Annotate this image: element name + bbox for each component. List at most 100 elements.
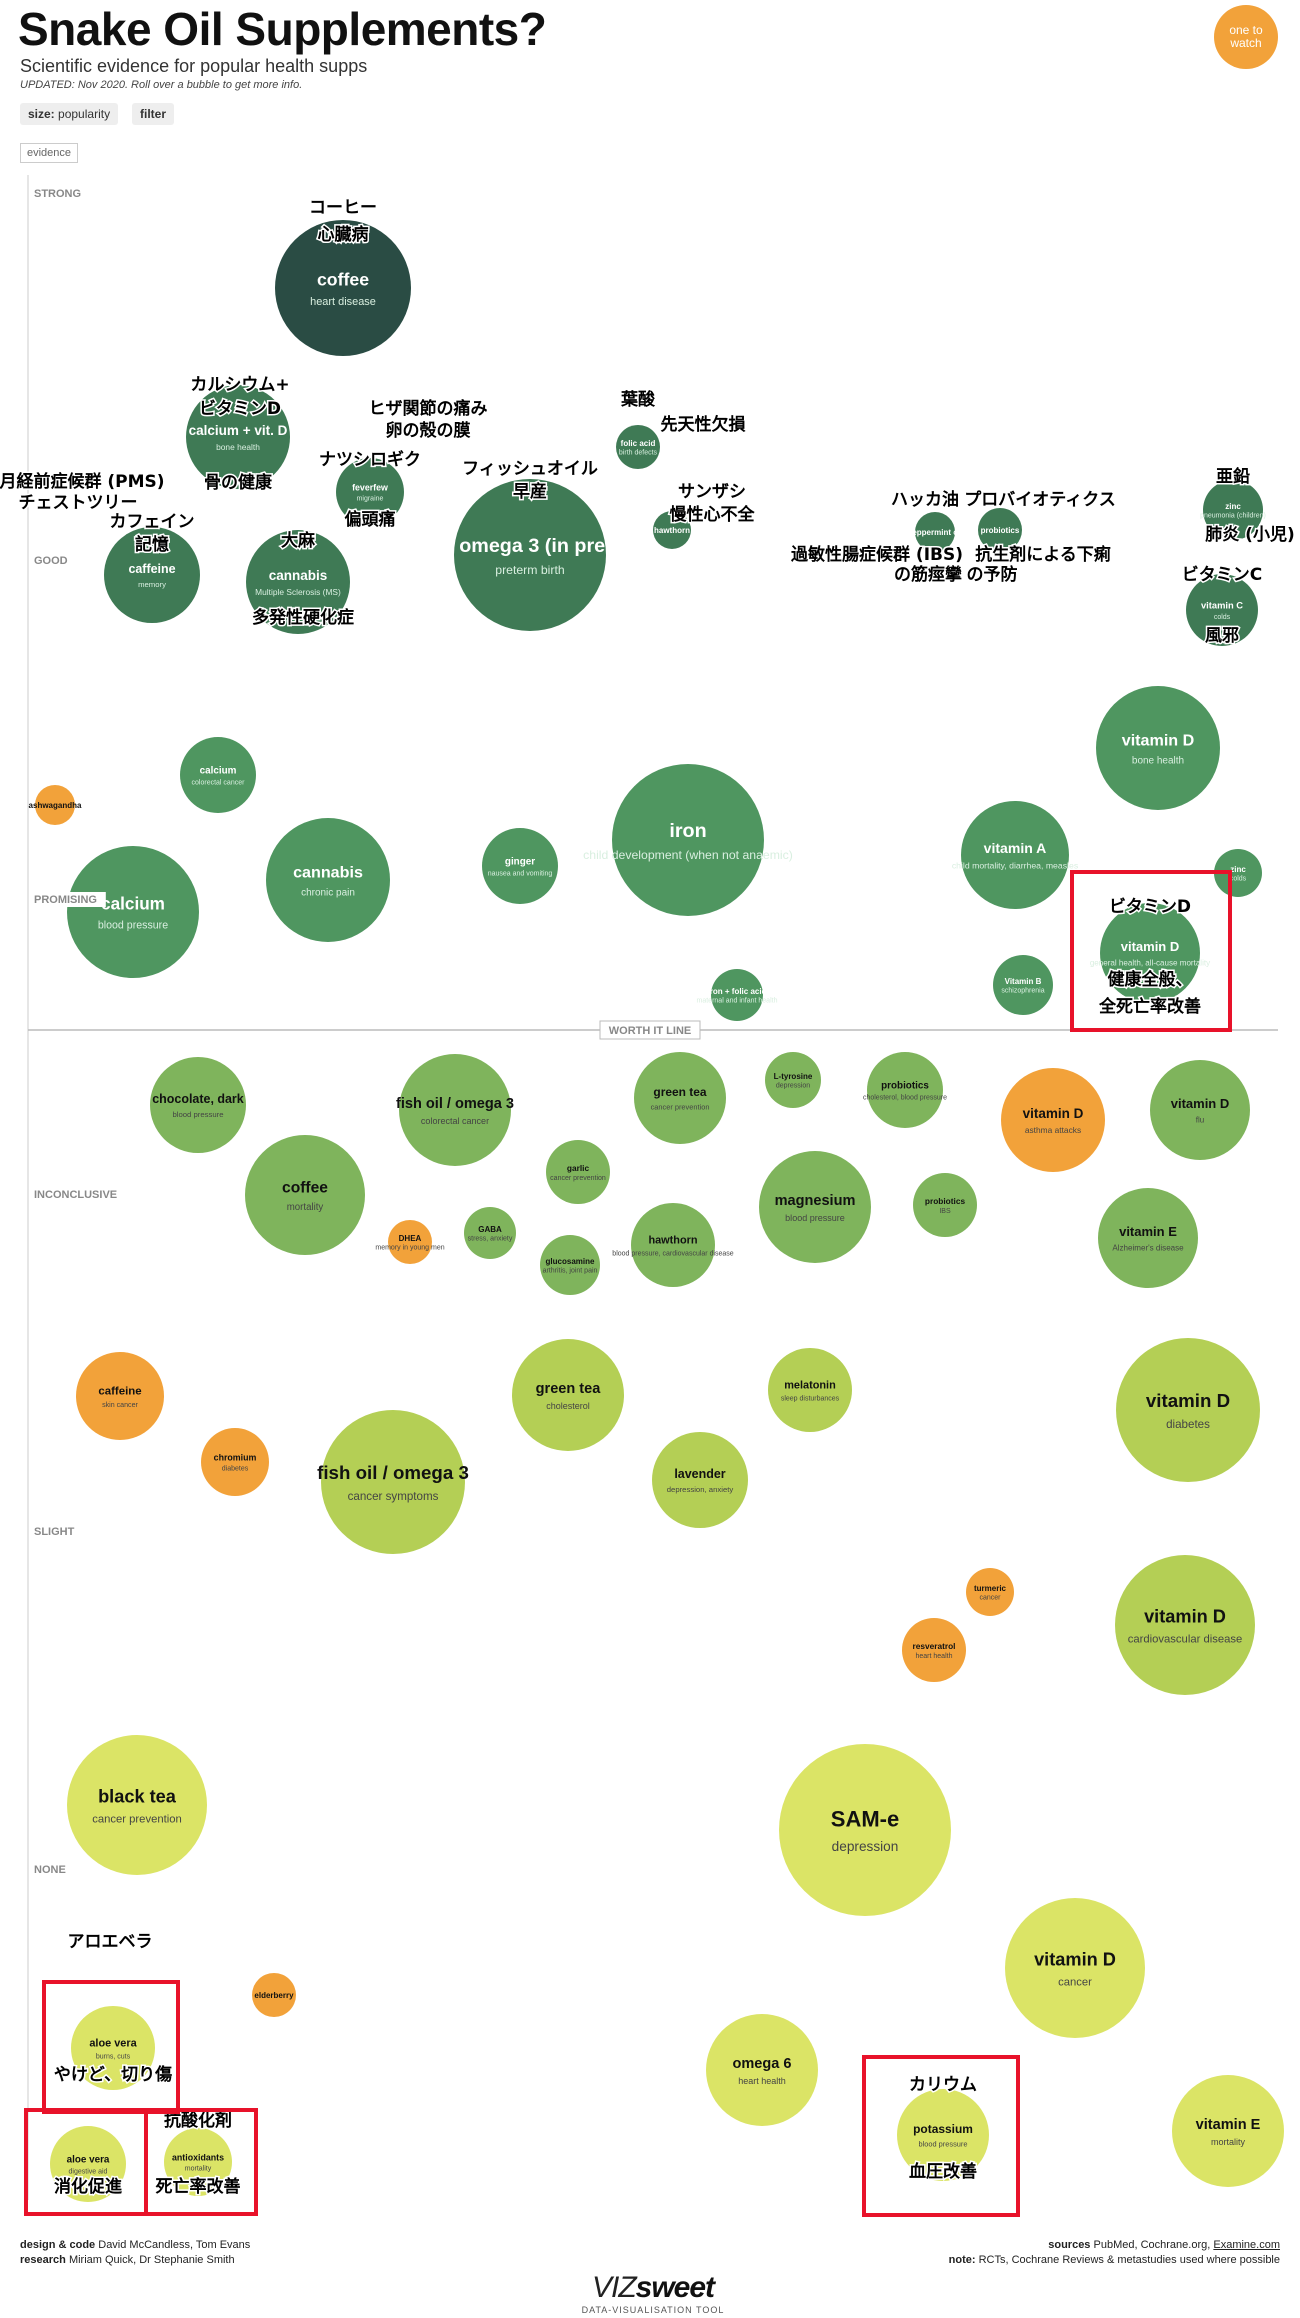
bubble-label: lavender <box>674 1467 725 1481</box>
bubble-zinc-colds[interactable]: zinc colds <box>1214 849 1262 897</box>
bubble-vitamin-c-colds[interactable]: vitamin C colds <box>1186 574 1258 646</box>
bubble-cannabis-chronic-pain[interactable]: cannabis chronic pain <box>266 818 390 942</box>
bubble-condition: child mortality, diarrhea, measles <box>952 860 1079 870</box>
bubble-condition: depression, anxiety <box>667 1485 734 1494</box>
bubble-vitamin-b-schizophrenia[interactable]: Vitamin B schizophrenia <box>993 955 1053 1015</box>
bubble-hawthorn-7[interactable]: hawthorn <box>653 511 691 549</box>
bubble-iron-folic-acid-maternal-and-infant-health[interactable]: iron + folic acid maternal and infant hea… <box>697 969 778 1021</box>
bubble-black-tea-cancer-prevention[interactable]: black tea cancer prevention <box>67 1735 207 1875</box>
bubble-fish-oil-omega-3-cancer-symptoms[interactable]: fish oil / omega 3 cancer symptoms <box>317 1410 469 1554</box>
bubble-circle <box>966 1568 1014 1616</box>
bubble-iron-child-development-when-not-anaemic[interactable]: iron child development (when not anaemic) <box>583 764 793 916</box>
bubble-fish-oil-omega-3-in-pregnancy-preterm-birth[interactable]: fish oil / omega 3 (in pregnancy) preterm… <box>379 479 681 631</box>
jp-annotation: プロバイオティクス <box>964 489 1115 510</box>
bubble-cannabis-multiple-sclerosis-ms[interactable]: cannabis Multiple Sclerosis (MS) <box>246 530 350 634</box>
filter-button[interactable]: filter <box>132 103 175 125</box>
bubble-caffeine-memory[interactable]: caffeine memory <box>104 527 200 623</box>
evidence-toggle[interactable]: evidence <box>20 143 79 163</box>
bubble-vitamin-e-mortality[interactable]: vitamin E mortality <box>1172 2075 1284 2187</box>
bubble-probiotics-9[interactable]: probiotics <box>978 508 1022 552</box>
bubble-label: vitamin E <box>1196 2117 1261 2133</box>
bubble-vitamin-a-child-mortality-diarrhea-measles[interactable]: vitamin A child mortality, diarrhea, meas… <box>952 801 1079 909</box>
bubble-label: melatonin <box>784 1379 836 1391</box>
bubble-condition: depression <box>776 1083 810 1090</box>
bubble-zinc-pneumonia-children[interactable]: zinc pneumonia (children) <box>1200 480 1266 540</box>
size-label: size: <box>28 107 55 121</box>
bubble-label: chocolate, dark <box>152 1092 244 1106</box>
bubble-melatonin-sleep-disturbances[interactable]: melatonin sleep disturbances <box>768 1348 852 1432</box>
bubble-omega-6-heart-health[interactable]: omega 6 heart health <box>706 2014 818 2126</box>
bubble-green-tea-cancer-prevention[interactable]: green tea cancer prevention <box>634 1052 726 1144</box>
bubble-calcium-vit-d-bone-health[interactable]: calcium + vit. D bone health <box>186 385 290 489</box>
bubble-green-tea-cholesterol[interactable]: green tea cholesterol <box>512 1339 624 1451</box>
bubble-vitamin-d-bone-health[interactable]: vitamin D bone health <box>1096 686 1220 810</box>
bubble-circle <box>180 737 256 813</box>
bubble-vitamin-d-asthma-attacks[interactable]: vitamin D asthma attacks <box>1001 1068 1105 1172</box>
bubble-condition: memory in young men <box>375 1245 444 1252</box>
bubble-antioxidants-mortality[interactable]: antioxidants mortality <box>164 2128 232 2196</box>
jp-annotation: コーヒー <box>309 198 377 218</box>
bubble-potassium-blood-pressure[interactable]: potassium blood pressure <box>897 2089 989 2181</box>
bubble-turmeric-cancer[interactable]: turmeric cancer <box>966 1568 1014 1616</box>
bubble-folic-acid-birth-defects[interactable]: folic acid birth defects <box>616 425 660 469</box>
bubble-aloe-vera-digestive-aid[interactable]: aloe vera digestive aid <box>50 2126 126 2202</box>
bubble-lavender-depression-anxiety[interactable]: lavender depression, anxiety <box>652 1432 748 1528</box>
bubble-aloe-vera-burns-cuts[interactable]: aloe vera burns, cuts <box>71 2006 155 2090</box>
bubble-vitamin-d-diabetes[interactable]: vitamin D diabetes <box>1116 1338 1260 1482</box>
jp-annotation: 風邪 <box>1205 626 1239 646</box>
brand-tagline: DATA-VISUALISATION TOOL <box>581 2305 725 2315</box>
bubble-circle <box>245 1135 365 1255</box>
brand-viz: VIZ <box>591 2271 637 2304</box>
bubble-ginger-nausea-and-vomiting[interactable]: ginger nausea and vomiting <box>482 828 558 904</box>
bubble-garlic-cancer-prevention[interactable]: garlic cancer prevention <box>546 1140 610 1204</box>
bubble-condition: mortality <box>1211 2137 1246 2147</box>
bubble-fish-oil-omega-3-colorectal-cancer[interactable]: fish oil / omega 3 colorectal cancer <box>396 1054 514 1166</box>
bubble-resveratrol-heart-health[interactable]: resveratrol heart health <box>902 1618 966 1682</box>
bubble-vitamin-d-cancer[interactable]: vitamin D cancer <box>1005 1898 1145 2038</box>
bubble-circle <box>201 1428 269 1496</box>
bubble-chromium-diabetes[interactable]: chromium diabetes <box>201 1428 269 1496</box>
bubble-chocolate-dark-blood-pressure[interactable]: chocolate, dark blood pressure <box>150 1057 246 1153</box>
note-label: note: <box>948 2254 976 2266</box>
bubble-circle <box>512 1339 624 1451</box>
bubble-vitamin-e-alzheimer-s-disease[interactable]: vitamin E Alzheimer's disease <box>1098 1188 1198 1288</box>
bubble-magnesium-blood-pressure[interactable]: magnesium blood pressure <box>759 1151 871 1263</box>
bubble-calcium-colorectal-cancer[interactable]: calcium colorectal cancer <box>180 737 256 813</box>
threshold-label-group: WORTH IT LINE <box>599 1020 701 1040</box>
bubble-circle <box>336 458 404 526</box>
bubble-glucosamine-arthritis-joint-pain[interactable]: glucosamine arthritis, joint pain <box>540 1235 600 1295</box>
level-label-bg <box>29 1524 85 1539</box>
sources-link[interactable]: Examine.com <box>1213 2239 1280 2251</box>
bubble-l-tyrosine-depression[interactable]: L-tyrosine depression <box>765 1052 821 1108</box>
bubble-calcium-blood-pressure[interactable]: calcium blood pressure <box>67 846 199 978</box>
bubble-circle <box>388 1220 432 1264</box>
bubble-probiotics-ibs[interactable]: probiotics IBS <box>913 1173 977 1237</box>
bubble-ashwagandha-23[interactable]: ashwagandha <box>29 785 82 825</box>
bubble-label: probiotics <box>981 526 1020 535</box>
bubble-circle <box>1001 1068 1105 1172</box>
bubble-vitamin-d-flu[interactable]: vitamin D flu <box>1150 1060 1250 1160</box>
bubble-feverfew-migraine[interactable]: feverfew migraine <box>336 458 404 526</box>
bubble-sam-e-depression[interactable]: SAM-e depression <box>779 1744 951 1916</box>
bubble-peppermint-oil-8[interactable]: peppermint oil <box>907 512 963 552</box>
bubble-coffee-heart-disease[interactable]: coffee heart disease <box>275 220 411 356</box>
bubble-hawthorn-blood-pressure-cardiovascular-disease[interactable]: hawthorn blood pressure, cardiovascular d… <box>612 1203 734 1287</box>
bubble-vitamin-d-cardiovascular-disease[interactable]: vitamin D cardiovascular disease <box>1115 1555 1255 1695</box>
bubble-condition: stress, anxiety <box>468 1236 513 1243</box>
bubble-label: coffee <box>317 269 369 289</box>
level-label-bg <box>29 1187 128 1202</box>
highlight-box <box>144 2108 258 2216</box>
level-label-strong: STRONG <box>34 188 81 200</box>
bubble-coffee-mortality[interactable]: coffee mortality <box>245 1135 365 1255</box>
worth-it-label: WORTH IT LINE <box>609 1025 692 1037</box>
bubble-probiotics-cholesterol-blood-pressure[interactable]: probiotics cholesterol, blood pressure <box>863 1052 947 1128</box>
bubble-label: vitamin A <box>984 840 1047 856</box>
size-selector[interactable]: size: popularity <box>20 103 119 125</box>
jp-annotation: 大麻 <box>281 530 316 551</box>
bubble-caffeine-skin-cancer[interactable]: caffeine skin cancer <box>76 1352 164 1440</box>
bubble-gaba-stress-anxiety[interactable]: GABA stress, anxiety <box>464 1207 516 1259</box>
bubble-vitamin-d-general-health-all-cause-mortality[interactable]: vitamin D general health, all-cause morta… <box>1090 903 1210 1003</box>
bubble-dhea-memory-in-young-men[interactable]: DHEA memory in young men <box>375 1220 445 1264</box>
jp-annotation: の筋痙攣 <box>894 564 962 585</box>
bubble-elderberry-59[interactable]: elderberry <box>252 1973 296 2017</box>
